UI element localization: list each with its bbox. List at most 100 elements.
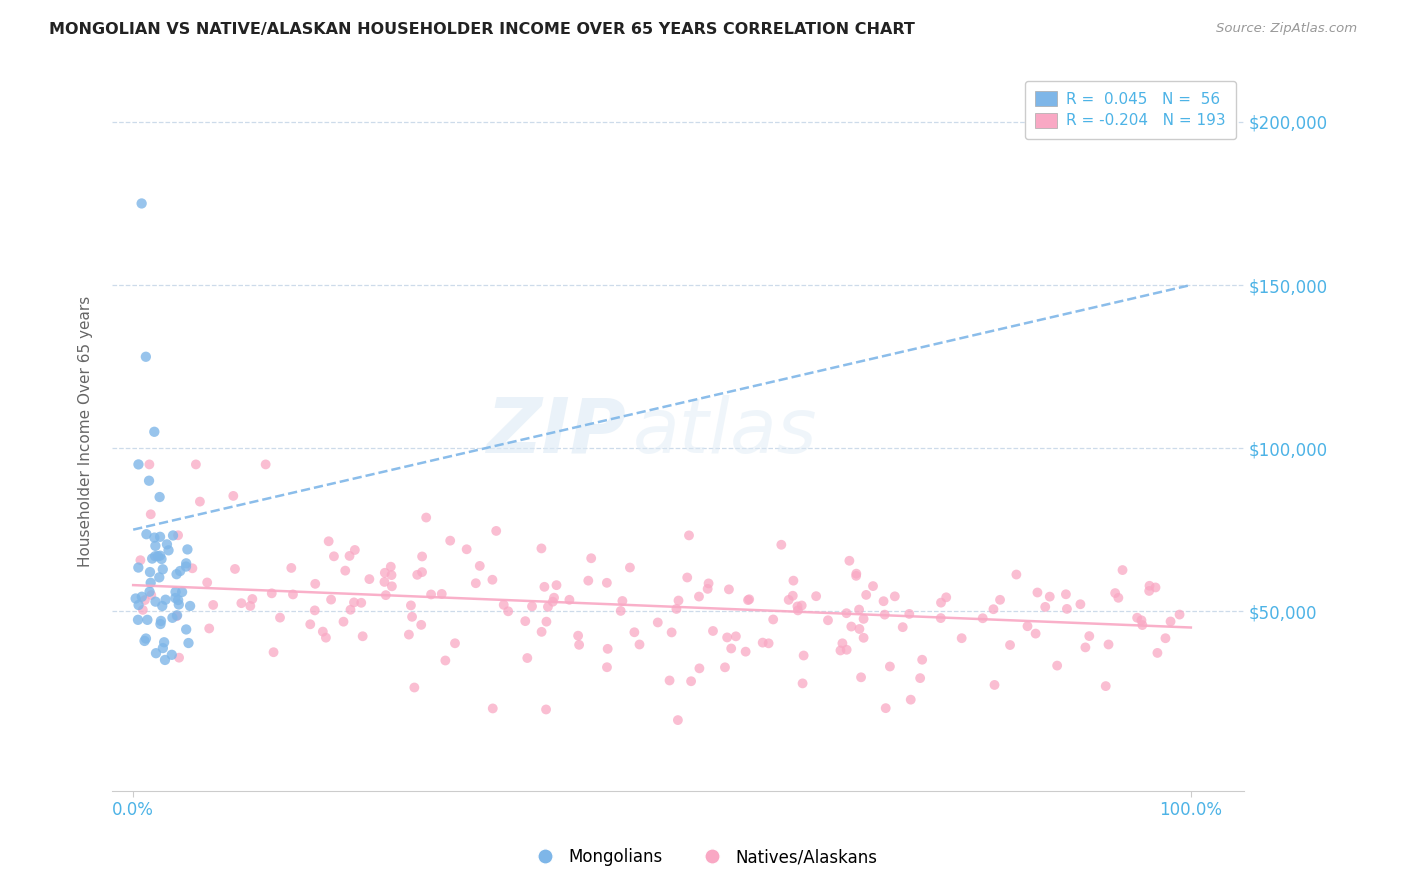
Point: [174, 557, 197, 571]
Point: [911, 653, 934, 667]
Point: [156, 537, 179, 551]
Point: [568, 638, 591, 652]
Point: [898, 607, 921, 621]
Point: [127, 560, 149, 574]
Point: [135, 350, 157, 364]
Legend: R =  0.045   N =  56, R = -0.204   N = 193: R = 0.045 N = 56, R = -0.204 N = 193: [1025, 80, 1236, 139]
Point: [1097, 638, 1119, 652]
Point: [138, 474, 160, 488]
Point: [579, 551, 602, 566]
Point: [778, 592, 800, 607]
Point: [782, 589, 804, 603]
Point: [145, 539, 167, 553]
Point: [162, 528, 184, 542]
Point: [835, 642, 858, 657]
Point: [381, 579, 404, 593]
Point: [862, 579, 884, 593]
Point: [131, 196, 153, 211]
Point: [139, 565, 162, 579]
Point: [738, 592, 761, 607]
Point: [153, 653, 176, 667]
Point: [678, 528, 700, 542]
Point: [202, 598, 225, 612]
Point: [127, 458, 149, 472]
Point: [609, 604, 631, 618]
Point: [533, 580, 555, 594]
Point: [188, 494, 211, 508]
Point: [315, 631, 337, 645]
Point: [127, 613, 149, 627]
Point: [239, 599, 262, 613]
Point: [724, 629, 747, 643]
Point: [150, 599, 173, 613]
Point: [900, 692, 922, 706]
Point: [176, 542, 198, 557]
Point: [1033, 599, 1056, 614]
Point: [404, 681, 426, 695]
Point: [153, 635, 176, 649]
Point: [169, 564, 191, 578]
Point: [668, 593, 690, 607]
Point: [318, 534, 340, 549]
Point: [304, 603, 326, 617]
Point: [149, 617, 172, 632]
Point: [167, 528, 190, 542]
Point: [782, 574, 804, 588]
Point: [758, 636, 780, 650]
Point: [374, 588, 396, 602]
Point: [174, 559, 197, 574]
Point: [132, 603, 155, 617]
Point: [148, 570, 170, 584]
Point: [299, 617, 322, 632]
Point: [339, 549, 361, 563]
Point: [537, 599, 560, 614]
Point: [983, 602, 1005, 616]
Point: [1074, 640, 1097, 655]
Point: [166, 567, 188, 582]
Point: [143, 425, 166, 439]
Point: [146, 549, 169, 564]
Point: [515, 614, 537, 628]
Point: [380, 568, 402, 582]
Point: [596, 660, 619, 674]
Point: [762, 612, 785, 626]
Point: [157, 543, 180, 558]
Point: [359, 572, 381, 586]
Point: [536, 615, 558, 629]
Point: [280, 561, 302, 575]
Point: [830, 643, 852, 657]
Point: [530, 541, 553, 556]
Point: [1056, 602, 1078, 616]
Point: [786, 603, 808, 617]
Point: [373, 574, 395, 589]
Point: [434, 653, 457, 667]
Point: [929, 611, 952, 625]
Point: [134, 634, 156, 648]
Point: [444, 636, 467, 650]
Point: [134, 593, 156, 607]
Point: [567, 629, 589, 643]
Point: [411, 565, 433, 579]
Point: [124, 591, 146, 606]
Point: [149, 549, 172, 563]
Point: [786, 599, 808, 614]
Point: [430, 587, 453, 601]
Point: [129, 553, 152, 567]
Point: [737, 593, 759, 607]
Point: [623, 625, 645, 640]
Point: [263, 645, 285, 659]
Point: [697, 576, 720, 591]
Point: [174, 623, 197, 637]
Point: [398, 627, 420, 641]
Point: [420, 587, 443, 601]
Point: [929, 596, 952, 610]
Point: [676, 570, 699, 584]
Point: [804, 589, 827, 603]
Point: [401, 609, 423, 624]
Point: [496, 604, 519, 618]
Point: [558, 592, 581, 607]
Point: [1069, 597, 1091, 611]
Point: [734, 645, 756, 659]
Point: [665, 602, 688, 616]
Point: [143, 549, 166, 564]
